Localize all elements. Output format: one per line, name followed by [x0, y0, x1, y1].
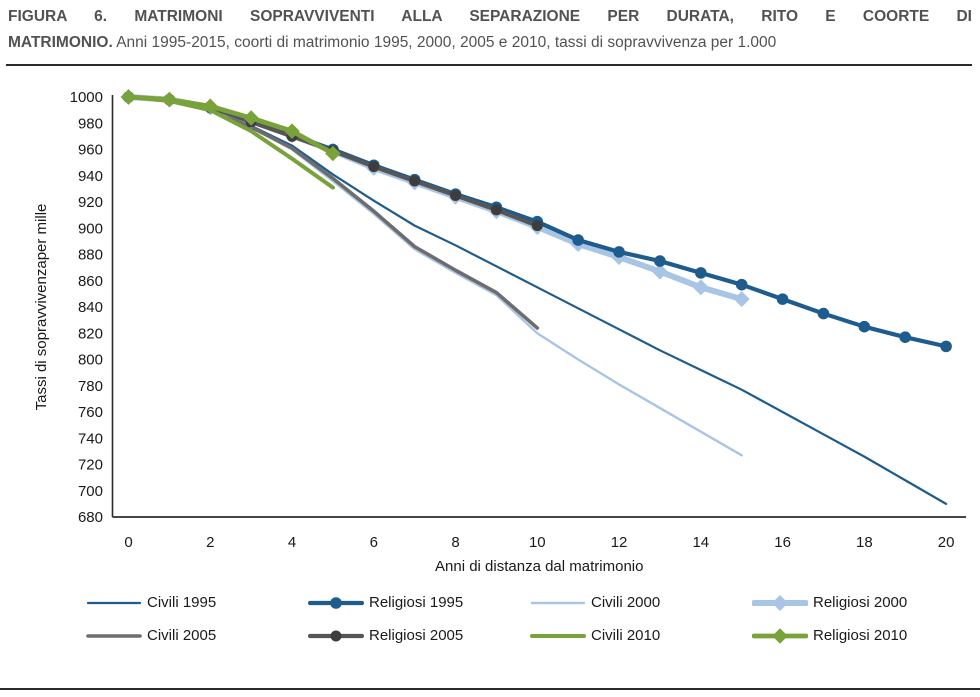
y-tick-label: 960 — [78, 142, 103, 159]
series-marker-religiosi-2000 — [692, 279, 709, 296]
series-marker-religiosi-1995 — [817, 307, 830, 320]
figure-title-line1: FIGURA 6. MATRIMONI SOPRAVVIVENTI ALLA S… — [8, 8, 972, 25]
series-marker-religiosi-1995 — [654, 255, 666, 267]
series-marker-religiosi-1995 — [695, 267, 707, 279]
legend-swatch-religiosi-1995 — [308, 596, 364, 609]
series-marker-religiosi-2005 — [450, 189, 462, 201]
legend-item-civili-1995: Civili 1995 — [86, 594, 308, 612]
x-tick-label: 2 — [206, 534, 214, 551]
x-tick-label: 18 — [856, 534, 873, 551]
legend-swatch-civili-2005 — [86, 633, 142, 638]
series-line-religiosi-2000 — [125, 94, 745, 303]
y-tick-label: 680 — [78, 509, 103, 526]
series-marker-religiosi-2010 — [202, 98, 219, 114]
series-line-civili-2000 — [127, 95, 743, 457]
series-marker-religiosi-2000 — [733, 291, 750, 308]
legend-marker-religiosi-2000 — [772, 594, 788, 611]
legend-item-religiosi-2010: Religiosi 2010 — [752, 627, 946, 645]
y-tick-label: 900 — [78, 220, 103, 237]
y-tick-label: 740 — [78, 430, 103, 447]
y-tick-label: 800 — [78, 352, 103, 369]
figure-title: FIGURA 6. MATRIMONI SOPRAVVIVENTI ALLA S… — [8, 4, 972, 56]
y-tick-label: 940 — [78, 168, 103, 185]
y-axis-title: Tassi di sopravvivenzaper mille — [33, 204, 50, 411]
survival-line-chart: 6807007207407607808008208408608809009209… — [33, 89, 966, 575]
legend-swatch-religiosi-2005 — [308, 630, 364, 641]
series-marker-religiosi-2010 — [243, 110, 259, 126]
legend-label-civili-2005: Civili 2005 — [147, 627, 217, 644]
y-tick-label: 860 — [78, 273, 103, 290]
chart-legend: Civili 1995 Religiosi 1995 Civili 2000 Reli… — [86, 586, 946, 652]
legend-item-religiosi-2000: Religiosi 2000 — [752, 594, 946, 612]
series-marker-religiosi-2005 — [409, 175, 421, 187]
x-tick-label: 8 — [451, 534, 459, 551]
y-tick-label: 1000 — [70, 89, 103, 106]
y-tick-label: 720 — [78, 457, 103, 474]
legend-item-civili-2005: Civili 2005 — [86, 627, 308, 645]
series-line-civili-1995 — [127, 95, 948, 505]
series-marker-religiosi-1995 — [572, 234, 584, 246]
legend-swatch-religiosi-2010 — [752, 627, 808, 644]
legend-item-religiosi-2005: Religiosi 2005 — [308, 627, 530, 645]
series-marker-religiosi-2010 — [325, 145, 341, 162]
legend-label-religiosi-2000: Religiosi 2000 — [813, 594, 908, 611]
y-tick-label: 700 — [78, 483, 103, 500]
y-tick-label: 760 — [78, 404, 103, 421]
legend-marker-religiosi-2005 — [330, 630, 342, 641]
legend-label-civili-2010: Civili 2010 — [591, 627, 661, 644]
x-tick-label: 12 — [611, 534, 628, 551]
series-marker-religiosi-1995 — [776, 293, 789, 305]
legend-label-religiosi-2005: Religiosi 2005 — [369, 627, 464, 644]
series-marker-religiosi-2005 — [531, 220, 543, 232]
series-marker-religiosi-1995 — [858, 320, 871, 333]
series-marker-religiosi-2005 — [490, 204, 502, 216]
x-tick-label: 20 — [938, 534, 955, 551]
legend-item-civili-2010: Civili 2010 — [530, 627, 752, 645]
x-tick-label: 0 — [124, 534, 132, 551]
series-marker-religiosi-1995 — [613, 246, 625, 258]
figure-title-line2: MATRIMONIO. Anni 1995-2015, coorti di ma… — [8, 30, 972, 56]
legend-label-religiosi-1995: Religiosi 1995 — [369, 594, 464, 611]
y-tick-label: 920 — [78, 194, 103, 211]
legend-swatch-civili-2010 — [530, 633, 586, 638]
x-axis-title: Anni di distanza dal matrimonio — [435, 558, 643, 575]
title-divider-line — [6, 64, 972, 66]
series-line-religiosi-2010 — [126, 94, 336, 156]
y-tick-label: 880 — [78, 247, 103, 264]
footer-divider-line — [0, 688, 980, 690]
series-marker-religiosi-2010 — [284, 123, 300, 139]
series-marker-religiosi-2000 — [651, 263, 668, 280]
legend-marker-religiosi-2010 — [772, 627, 788, 644]
series-marker-religiosi-2010 — [120, 89, 137, 105]
legend-label-civili-1995: Civili 1995 — [147, 594, 217, 611]
y-tick-label: 820 — [78, 325, 103, 342]
y-tick-label: 980 — [78, 115, 103, 132]
x-tick-label: 10 — [529, 534, 546, 551]
y-tick-label: 840 — [78, 299, 103, 316]
legend-marker-religiosi-1995 — [330, 596, 342, 609]
series-line-civili-2005 — [126, 95, 540, 330]
series-marker-religiosi-2005 — [368, 161, 380, 173]
series-marker-religiosi-1995 — [940, 340, 952, 353]
x-tick-label: 16 — [774, 534, 791, 551]
x-tick-label: 14 — [692, 534, 709, 551]
legend-swatch-civili-2000 — [530, 601, 586, 604]
x-tick-label: 4 — [288, 534, 296, 551]
x-tick-label: 6 — [370, 534, 378, 551]
legend-label-civili-2000: Civili 2000 — [591, 594, 661, 611]
legend-label-religiosi-2010: Religiosi 2010 — [813, 627, 908, 644]
legend-item-civili-2000: Civili 2000 — [530, 594, 752, 612]
legend-item-religiosi-1995: Religiosi 1995 — [308, 594, 530, 612]
legend-swatch-religiosi-2000 — [752, 594, 808, 611]
series-marker-religiosi-2010 — [161, 91, 178, 108]
figure-title-line2-bold: MATRIMONIO. — [8, 34, 113, 51]
legend-swatch-civili-1995 — [86, 601, 142, 604]
figure-subtitle: Anni 1995-2015, coorti di matrimonio 199… — [116, 34, 777, 51]
series-marker-religiosi-1995 — [899, 331, 912, 343]
series-marker-religiosi-1995 — [735, 278, 748, 291]
y-tick-label: 780 — [78, 378, 103, 395]
